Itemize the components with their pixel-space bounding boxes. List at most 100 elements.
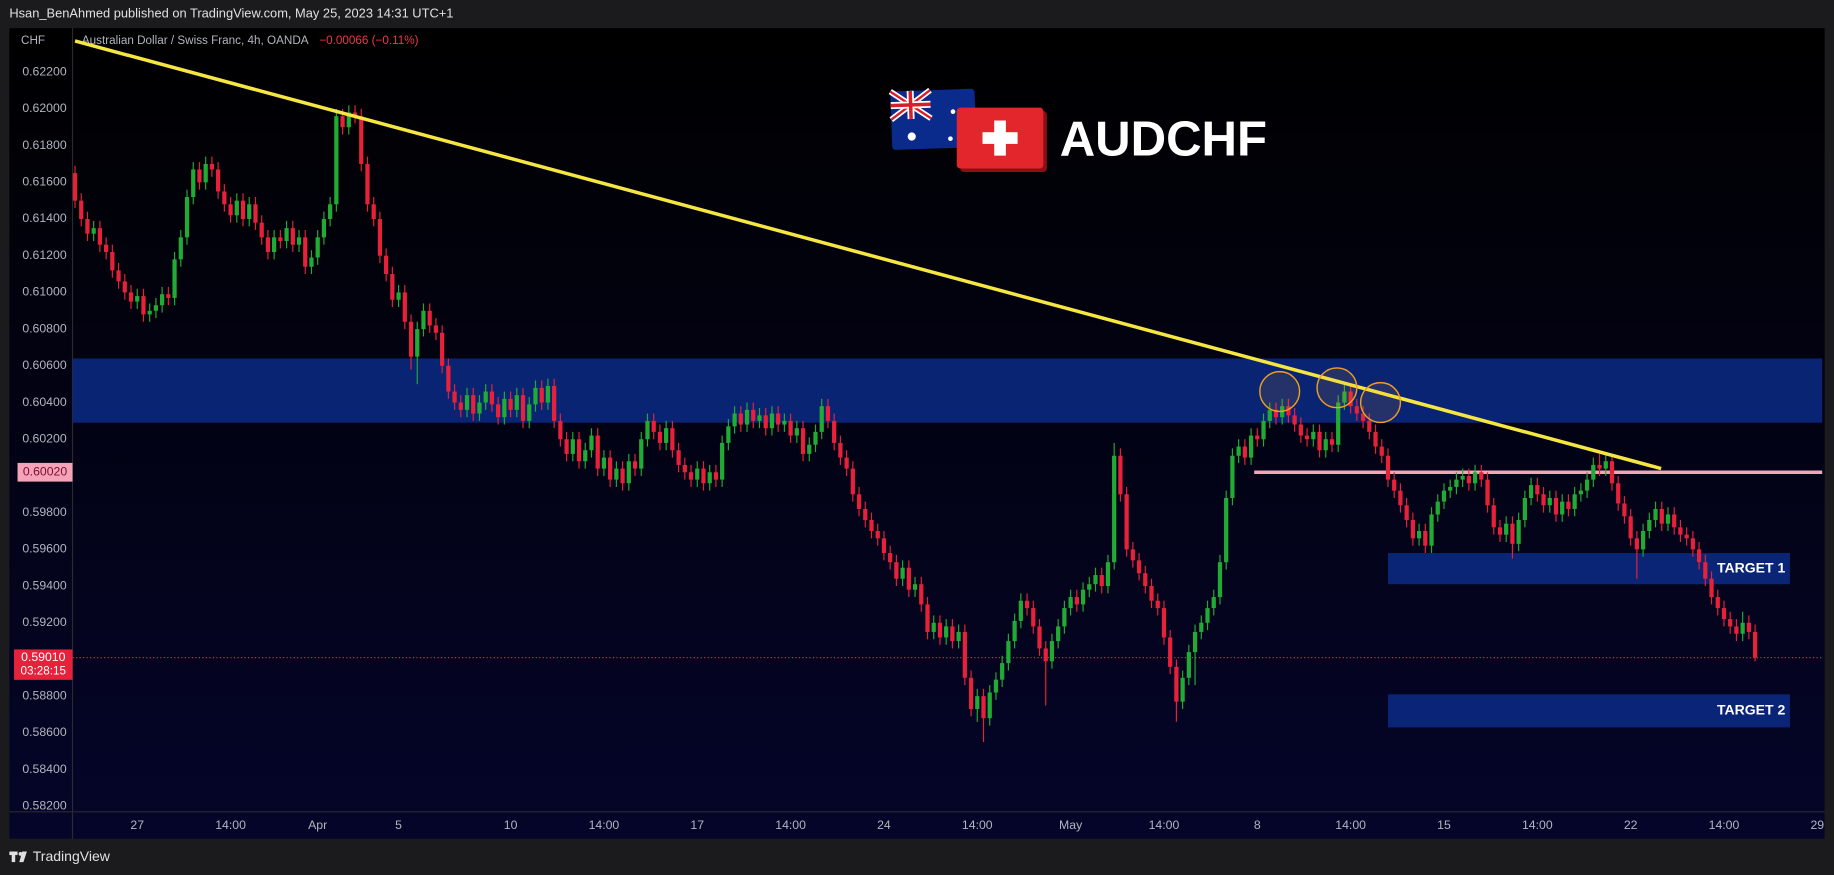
candle-body	[1622, 503, 1627, 517]
logo-part	[19, 851, 27, 863]
candle-body	[807, 444, 812, 454]
candle-body	[1491, 505, 1496, 528]
candle-body	[1311, 431, 1316, 440]
candle-body	[489, 391, 495, 405]
zone	[1387, 553, 1790, 585]
candle-body	[1591, 464, 1596, 480]
candle-body	[1149, 586, 1154, 601]
star	[950, 109, 956, 114]
candle-body	[1479, 472, 1484, 480]
candle-body	[1093, 575, 1098, 585]
candle-body	[1429, 514, 1434, 546]
y-tick-label: 0.58600	[22, 725, 67, 739]
candle-body	[1323, 439, 1328, 451]
candle-body	[1348, 391, 1353, 407]
y-tick-label: 0.60400	[22, 395, 67, 409]
candle-body	[1560, 501, 1565, 515]
x-tick-label: 14:00	[775, 818, 806, 832]
x-tick-label: 17	[690, 818, 704, 832]
candle-body	[1572, 494, 1577, 509]
candle-body	[720, 442, 725, 480]
level-price-label: 0.60020	[23, 465, 68, 479]
candle-body	[1000, 663, 1005, 680]
candle-body	[253, 204, 258, 223]
candle-body	[701, 468, 706, 484]
candle-body	[1006, 641, 1011, 664]
x-tick-label: 15	[1437, 818, 1451, 832]
candle-body	[359, 116, 364, 164]
candle-body	[639, 439, 644, 469]
trendline	[74, 39, 1662, 471]
candle-body	[881, 538, 887, 554]
candle-body	[1012, 620, 1017, 642]
candle-body	[794, 428, 799, 436]
candle-body	[116, 270, 121, 282]
publish-header: Hsan_BenAhmed published on TradingView.c…	[9, 5, 453, 20]
candle-body	[1049, 641, 1055, 662]
candle-body	[782, 420, 787, 425]
candle-body	[1678, 527, 1683, 535]
candle-body	[128, 292, 134, 302]
candle-body	[352, 112, 358, 117]
candle-body	[508, 398, 513, 410]
y-tick-label: 0.58800	[22, 688, 67, 702]
candle-body	[1441, 490, 1447, 502]
candle-body	[290, 228, 295, 245]
candle-body	[247, 204, 252, 219]
candle-body	[987, 692, 992, 719]
candle-body	[583, 450, 588, 462]
y-tick-label: 0.60800	[22, 321, 67, 335]
candle-body	[328, 204, 333, 219]
zone-label: TARGET 2	[1717, 702, 1785, 718]
candle-body	[757, 415, 762, 421]
star	[948, 136, 953, 141]
candle-body	[1180, 677, 1185, 702]
candle-body	[944, 626, 949, 638]
candle-body	[919, 584, 924, 605]
candle-body	[1224, 497, 1229, 563]
candle-body	[265, 237, 271, 253]
candle-body	[135, 296, 140, 302]
candle-body	[1267, 409, 1272, 421]
candle-body	[632, 461, 638, 469]
y-tick-label: 0.59600	[22, 542, 67, 556]
level-price-tag	[17, 462, 73, 482]
x-tick-label: 10	[504, 818, 518, 832]
candle-body	[1024, 600, 1030, 609]
y-tick-label: 0.58200	[22, 799, 67, 813]
candle-body	[1385, 455, 1391, 480]
candle-body	[334, 116, 339, 205]
x-tick-label: 29	[1810, 818, 1824, 832]
candle-body	[950, 626, 955, 642]
candle-body	[1734, 626, 1739, 634]
candle-body	[888, 553, 893, 563]
candle-body	[1578, 490, 1583, 495]
candle-body	[1130, 549, 1135, 561]
candle-body	[713, 472, 719, 480]
candle-body	[1062, 608, 1067, 627]
candle-body	[570, 439, 575, 454]
zone	[1387, 694, 1790, 728]
candle-body	[726, 426, 731, 443]
candle-body	[1105, 562, 1111, 587]
candle-body	[1161, 608, 1167, 638]
x-tick-label: 14:00	[1522, 818, 1553, 832]
candle-body	[346, 112, 351, 128]
footer-brand: TradingView	[33, 848, 111, 864]
candle-body	[1392, 479, 1397, 491]
candle-body	[222, 191, 227, 205]
candle-body	[626, 461, 631, 484]
candle-body	[763, 415, 768, 429]
candle-body	[925, 604, 930, 632]
candle-body	[1404, 505, 1409, 520]
candle-body	[1261, 420, 1266, 440]
y-tick-label: 0.61000	[22, 285, 67, 299]
highlight-circle	[1259, 370, 1301, 413]
candle-body	[558, 420, 563, 440]
candle-body	[1672, 514, 1677, 528]
candle-body	[1043, 648, 1048, 662]
candle-body	[203, 163, 208, 183]
candle-body	[1746, 622, 1751, 632]
candle-body	[1547, 497, 1552, 506]
candle-body	[178, 237, 183, 260]
